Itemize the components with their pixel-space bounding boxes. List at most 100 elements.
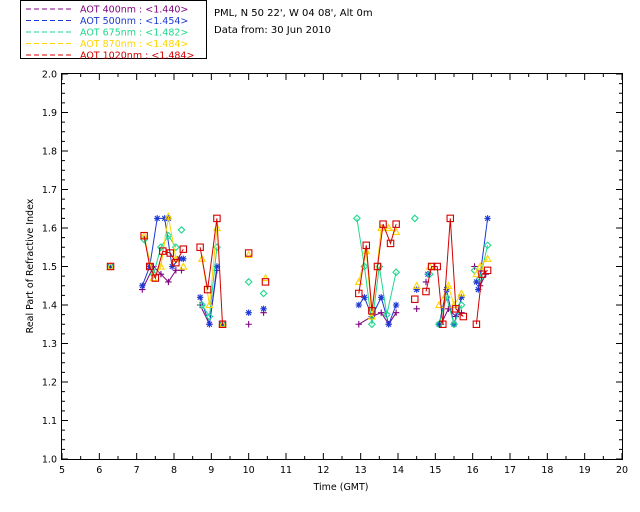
x-tick-label: 7 (134, 465, 140, 476)
data-point (259, 289, 268, 298)
data-point (172, 267, 180, 274)
data-series (106, 212, 492, 329)
site-info: PML, N 50 22', W 04 08', Alt 0m (214, 8, 373, 19)
data-point (424, 271, 432, 278)
data-point (218, 320, 227, 328)
data-point (107, 263, 114, 270)
data-point (154, 215, 161, 222)
data-point (368, 313, 376, 320)
data-point (171, 254, 181, 262)
series-line (199, 218, 223, 325)
data-point (367, 320, 376, 329)
data-point (379, 220, 387, 228)
data-point (452, 305, 460, 313)
x-axis-label: Time (GMT) (312, 482, 368, 493)
series-line (356, 218, 397, 325)
data-point (483, 241, 492, 250)
data-point (260, 305, 267, 313)
data-point (378, 294, 385, 301)
y-axis-label: Real Part of Refractive Index (25, 198, 36, 333)
data-point (361, 294, 368, 301)
data-point (457, 289, 466, 297)
data-point (392, 301, 400, 309)
data-point (472, 320, 481, 328)
legend-entry: AOT 400nm : <1.440> (80, 5, 188, 16)
data-point (458, 294, 465, 301)
data-point (360, 262, 369, 271)
data-point (161, 215, 168, 222)
data-point (444, 281, 453, 289)
data-point (413, 305, 420, 313)
data-point (159, 247, 167, 255)
series-line (201, 247, 218, 318)
data-point (140, 231, 148, 240)
x-tick-label: 15 (429, 465, 441, 476)
data-point (355, 321, 362, 328)
data-point (139, 282, 146, 289)
data-point (355, 289, 363, 298)
data-point (168, 263, 176, 270)
legend-entry: AOT 500nm : <1.454> (80, 16, 188, 27)
x-tick-label: 10 (243, 465, 255, 476)
data-point (392, 309, 400, 316)
data-point (244, 249, 253, 257)
series (106, 214, 492, 328)
data-point (151, 274, 160, 282)
data-point (411, 295, 419, 303)
y-tick-label: 1.0 (42, 455, 57, 466)
series-line (425, 218, 464, 325)
data-point (439, 320, 447, 328)
data-point (178, 267, 185, 274)
data-point (475, 262, 485, 270)
data-point (483, 266, 492, 275)
data-point (427, 262, 436, 271)
data-point (384, 223, 393, 232)
data-point (261, 278, 270, 286)
x-tick-label: 13 (355, 465, 367, 476)
data-point (213, 263, 221, 270)
data-point (179, 245, 188, 253)
x-tick-label: 20 (616, 465, 628, 476)
data-point (459, 312, 468, 321)
data-point (352, 214, 361, 223)
data-point (483, 254, 492, 262)
y-tick-label: 1.7 (42, 185, 57, 196)
data-point (106, 262, 115, 271)
data-point (362, 241, 371, 250)
axis-ticks (61, 73, 623, 460)
data-point (196, 243, 204, 252)
data-point (180, 255, 187, 262)
x-tick-label: 17 (504, 465, 516, 476)
tick-labels: 5 6 7 8 9 10 11 12 13 14 15 16 17 18 19 20 1.0 1.1 1.2 1.3 1… (42, 70, 628, 477)
x-tick-label: 11 (280, 465, 292, 476)
data-point (196, 294, 204, 301)
data-point (386, 239, 395, 248)
plot-frame (61, 73, 623, 460)
x-tick-label: 12 (317, 465, 329, 476)
data-point (412, 281, 421, 289)
data-point (177, 225, 186, 234)
series (106, 214, 492, 329)
legend-entry: AOT 870nm : <1.484> (80, 39, 188, 50)
data-point (218, 319, 227, 328)
data-point (422, 287, 430, 296)
x-tick-label: 19 (579, 465, 591, 476)
data-point (205, 300, 214, 309)
data-point (203, 285, 212, 294)
y-tick-label: 1.9 (42, 108, 57, 119)
series-line (438, 284, 462, 307)
data-point (392, 268, 401, 277)
data-point (164, 212, 173, 220)
data-point (478, 270, 486, 278)
date-info: Data from: 30 Jun 2010 (214, 25, 331, 36)
data-point (244, 250, 253, 259)
data-point (413, 286, 420, 293)
x-tick-label: 8 (171, 465, 177, 476)
data-point (473, 278, 480, 286)
data-point (355, 301, 362, 309)
data-point (378, 309, 385, 316)
data-point (156, 243, 165, 252)
series (107, 215, 491, 328)
legend-entry: AOT 1020nm : <1.484> (80, 51, 194, 62)
